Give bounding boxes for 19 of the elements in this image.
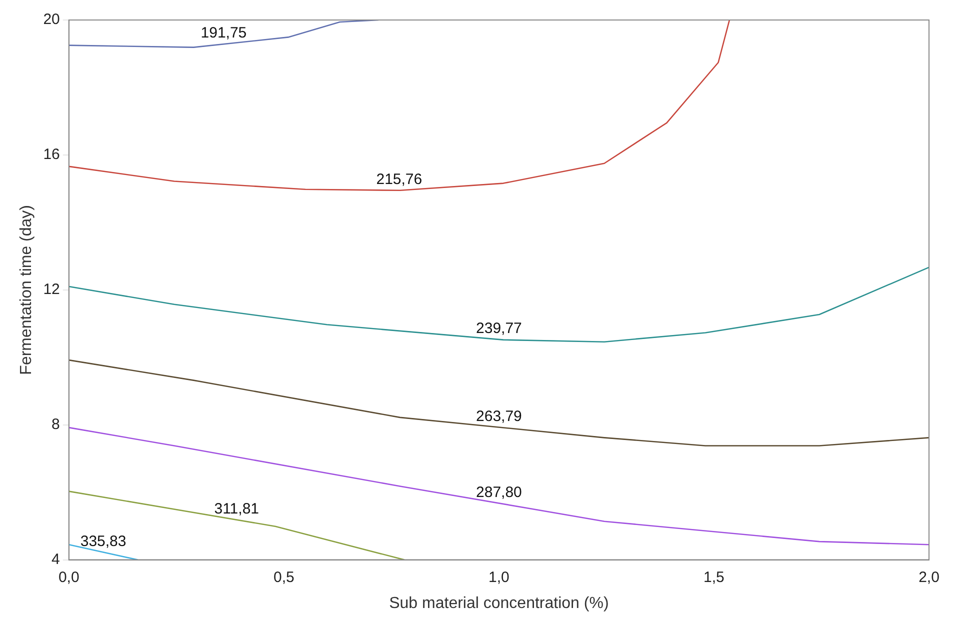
series-label: 239,77 bbox=[476, 320, 522, 338]
y-tick-label: 16 bbox=[43, 146, 60, 164]
y-axis-title: Fermentation time (day) bbox=[18, 204, 36, 375]
series-label: 191,75 bbox=[200, 24, 247, 42]
series-label: 287,80 bbox=[476, 484, 522, 501]
x-tick-label: 2,0 bbox=[918, 568, 940, 586]
y-tick-label: 8 bbox=[52, 416, 60, 433]
x-tick-label: 1,5 bbox=[704, 568, 724, 586]
series-label: 263,79 bbox=[476, 408, 522, 425]
series-label: 311,81 bbox=[214, 500, 259, 518]
x-axis-title: Sub material concentration (%) bbox=[389, 594, 609, 612]
y-tick-label: 20 bbox=[43, 11, 60, 28]
y-tick-label: 12 bbox=[43, 281, 60, 298]
x-tick-label: 1,0 bbox=[488, 568, 510, 586]
series-label: 215,76 bbox=[376, 171, 422, 188]
x-tick-label: 0,0 bbox=[58, 568, 80, 586]
y-tick-label: 4 bbox=[52, 550, 60, 568]
x-tick-label: 0,5 bbox=[273, 568, 294, 586]
series-label: 335,83 bbox=[80, 532, 126, 550]
